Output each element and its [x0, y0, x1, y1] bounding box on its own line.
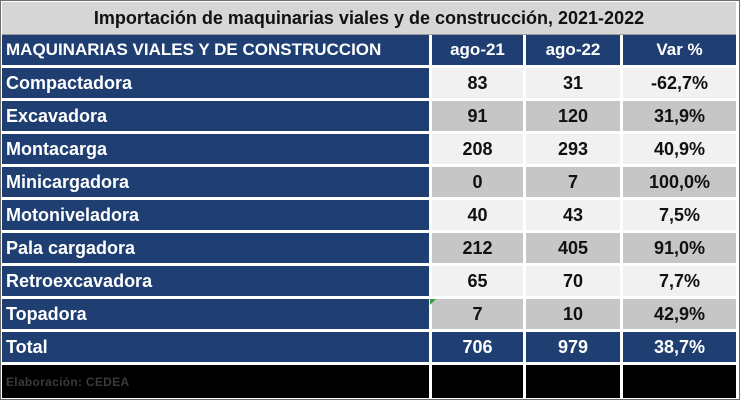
source-note: Elaboración: CEDEA — [2, 365, 432, 398]
value-ago21: 91 — [432, 101, 526, 134]
header-row: MAQUINARIAS VIALES Y DE CONSTRUCCION ago… — [2, 35, 736, 68]
row-label: Excavadora — [2, 101, 432, 134]
total-var: 38,7% — [623, 332, 736, 365]
column-header-var: Var % — [623, 35, 736, 68]
total-row: Total 706 979 38,7% — [2, 332, 736, 365]
value-var: 42,9% — [623, 299, 736, 332]
value-ago22: 7 — [526, 167, 623, 200]
value-ago21: 208 — [432, 134, 526, 167]
table-row: Topadora 7 10 42,9% — [2, 299, 736, 332]
value-var: 91,0% — [623, 233, 736, 266]
value-var: 40,9% — [623, 134, 736, 167]
total-ago21: 706 — [432, 332, 526, 365]
table-row: Retroexcavadora 65 70 7,7% — [2, 266, 736, 299]
row-label: Montacarga — [2, 134, 432, 167]
value-ago22: 293 — [526, 134, 623, 167]
value-ago21: 40 — [432, 200, 526, 233]
table-row: Minicargadora 0 7 100,0% — [2, 167, 736, 200]
value-ago21: 212 — [432, 233, 526, 266]
row-label: Motoniveladora — [2, 200, 432, 233]
table-row: Motoniveladora 40 43 7,5% — [2, 200, 736, 233]
value-ago22: 405 — [526, 233, 623, 266]
value-var: 7,5% — [623, 200, 736, 233]
table-title: Importación de maquinarias viales y de c… — [2, 2, 736, 35]
value-ago22: 120 — [526, 101, 623, 134]
value-ago22: 31 — [526, 68, 623, 101]
value-var: 7,7% — [623, 266, 736, 299]
row-label: Minicargadora — [2, 167, 432, 200]
row-label: Retroexcavadora — [2, 266, 432, 299]
source-blank-cell — [526, 365, 623, 398]
value-var: -62,7% — [623, 68, 736, 101]
total-label: Total — [2, 332, 432, 365]
source-row: Elaboración: CEDEA — [2, 365, 736, 398]
table-row: Excavadora 91 120 31,9% — [2, 101, 736, 134]
row-label: Topadora — [2, 299, 432, 332]
data-table: MAQUINARIAS VIALES Y DE CONSTRUCCION ago… — [2, 35, 736, 398]
cell-comment-marker — [430, 299, 436, 305]
value-ago21: 83 — [432, 68, 526, 101]
table-row: Pala cargadora 212 405 91,0% — [2, 233, 736, 266]
column-header-ago22: ago-22 — [526, 35, 623, 68]
source-blank-cell — [623, 365, 736, 398]
value-ago21: 0 — [432, 167, 526, 200]
value-ago22: 10 — [526, 299, 623, 332]
row-label: Pala cargadora — [2, 233, 432, 266]
total-ago22: 979 — [526, 332, 623, 365]
value-ago21: 65 — [432, 266, 526, 299]
value-var: 31,9% — [623, 101, 736, 134]
column-header-machinery: MAQUINARIAS VIALES Y DE CONSTRUCCION — [2, 35, 432, 68]
table-row: Compactadora 83 31 -62,7% — [2, 68, 736, 101]
value-ago22: 43 — [526, 200, 623, 233]
column-header-ago21: ago-21 — [432, 35, 526, 68]
table-row: Montacarga 208 293 40,9% — [2, 134, 736, 167]
source-blank-cell — [432, 365, 526, 398]
row-label: Compactadora — [2, 68, 432, 101]
value-ago22: 70 — [526, 266, 623, 299]
value-var: 100,0% — [623, 167, 736, 200]
value-ago21: 7 — [432, 299, 526, 332]
